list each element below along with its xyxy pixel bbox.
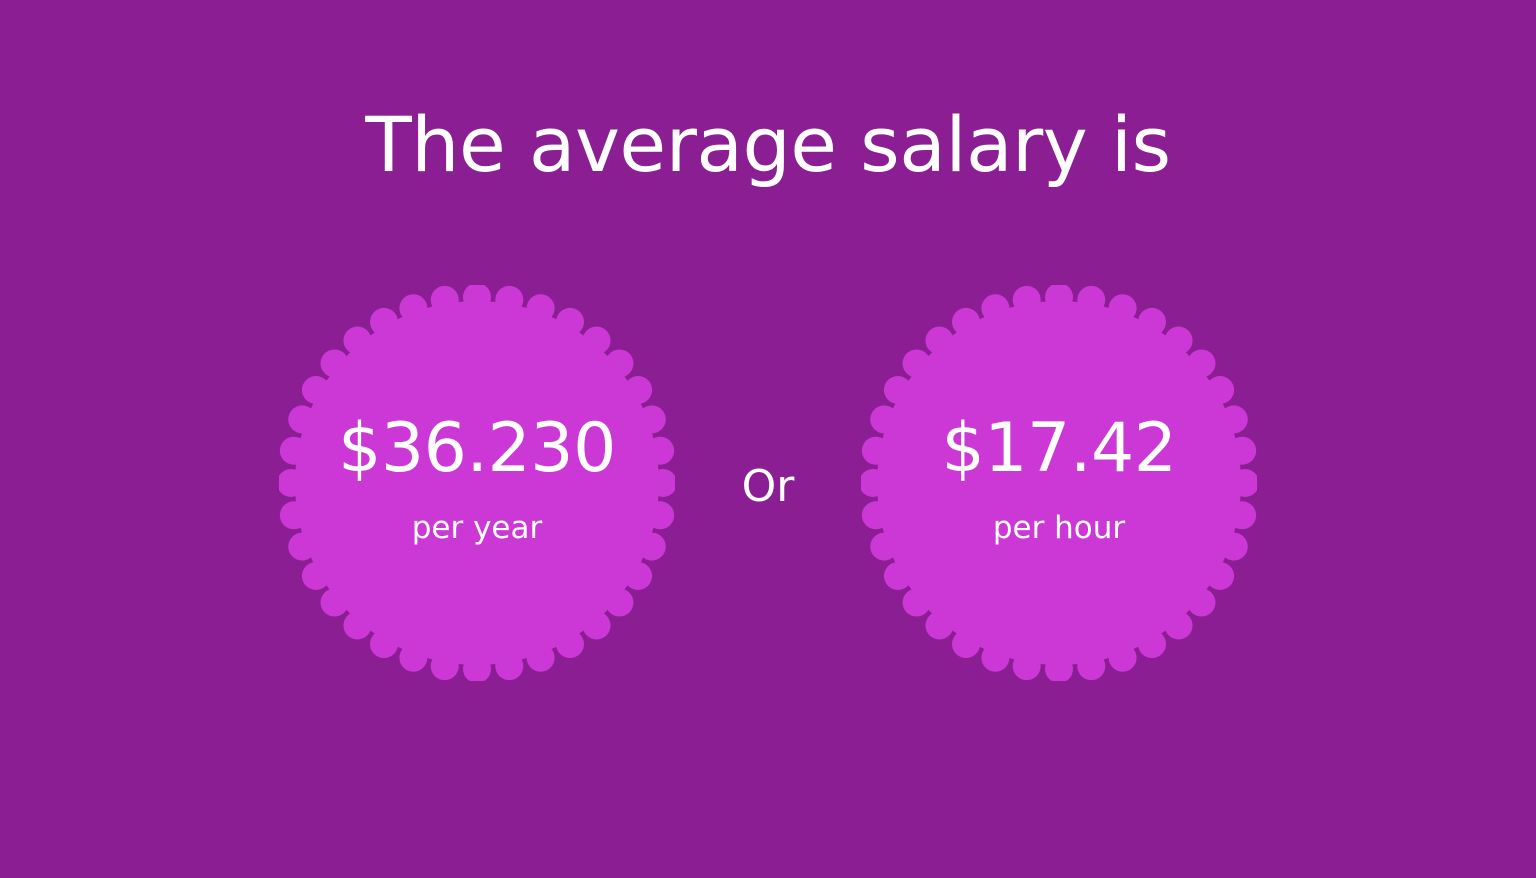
page-title: The average salary is <box>365 100 1171 189</box>
scalloped-circle-icon <box>279 285 675 681</box>
separator-or-label: Or <box>741 461 795 512</box>
badge-per-year[interactable]: $36.230 per year <box>279 285 675 681</box>
badge-row: $36.230 per year Or $17.42 per hour <box>0 283 1536 683</box>
scalloped-circle-icon <box>861 285 1257 681</box>
badge-per-hour[interactable]: $17.42 per hour <box>861 285 1257 681</box>
